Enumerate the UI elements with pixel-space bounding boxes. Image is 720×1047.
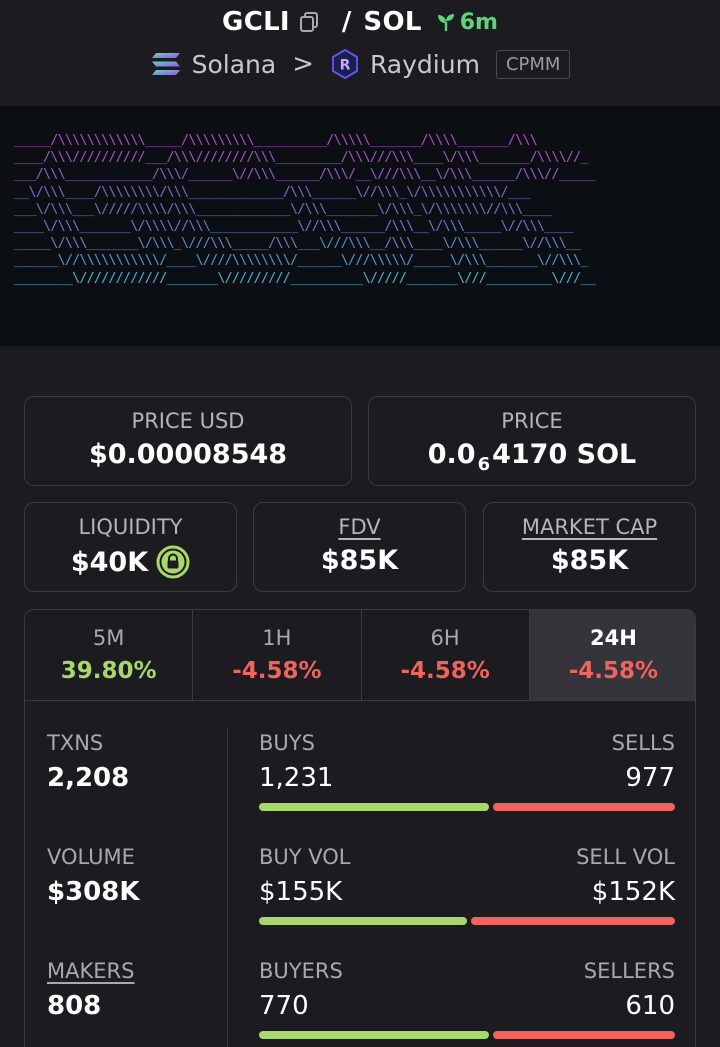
liquidity-label: LIQUIDITY — [78, 515, 183, 539]
chain-link[interactable]: Solana — [191, 49, 277, 79]
raydium-icon: R — [330, 48, 360, 80]
tab-1h[interactable]: 1H -4.58% — [193, 610, 362, 700]
tab-5m[interactable]: 5M 39.80% — [25, 610, 194, 700]
buys-label: BUYS — [259, 731, 315, 755]
tab-24h-label: 24H — [589, 626, 637, 650]
price-usd-value: $0.00008548 — [88, 439, 288, 470]
sellers-value: 610 — [625, 991, 675, 1021]
chain-breadcrumb: Solana > R Raydium CPMM — [0, 44, 720, 84]
dex-link[interactable]: Raydium — [369, 49, 480, 79]
liquidity-value: $40K — [70, 546, 149, 578]
tab-5m-change: 39.80% — [60, 658, 157, 684]
svg-text:R: R — [340, 58, 351, 74]
copy-icon[interactable] — [298, 11, 320, 33]
timeframe-tabs: 5M 39.80% 1H -4.58% 6H -4.58% 24H -4.58% — [25, 610, 695, 701]
price-native-value: 0.0 6 4170 SOL — [427, 439, 637, 475]
sells-value: 977 — [625, 763, 675, 793]
solana-icon — [150, 51, 182, 77]
volume-bar — [259, 917, 675, 925]
tab-6h[interactable]: 6H -4.58% — [362, 610, 530, 700]
fdv-label[interactable]: FDV — [338, 515, 381, 539]
price-native-label: PRICE — [501, 409, 563, 433]
liquidity-value-row: $40K — [25, 545, 236, 579]
chevron-right-icon: > — [292, 49, 314, 79]
sellers-label: SELLERS — [583, 959, 675, 983]
volume-split: BUY VOL SELL VOL $155K $152K — [259, 845, 675, 925]
buyers-sellers-split: BUYERS SELLERS 770 610 — [259, 959, 675, 1039]
quote-symbol: SOL — [363, 7, 422, 37]
buys-value: 1,231 — [259, 763, 334, 793]
market-cap-label[interactable]: MARKET CAP — [521, 515, 658, 539]
base-symbol: GCLI — [222, 7, 290, 37]
buys-sells-bar — [259, 803, 675, 811]
buyers-bar-fill — [259, 1031, 489, 1039]
tab-1h-change: -4.58% — [232, 658, 322, 684]
column-divider — [227, 727, 228, 1047]
pair-separator: / — [341, 7, 352, 37]
sells-label: SELLS — [611, 731, 675, 755]
sell-vol-bar-fill — [471, 917, 675, 925]
sellers-bar-fill — [493, 1031, 675, 1039]
volume-value: $308K — [47, 877, 140, 907]
buyers-label: BUYERS — [259, 959, 343, 983]
age-text: 6m — [459, 9, 498, 35]
tab-24h-change: -4.58% — [568, 658, 659, 684]
price-usd-label: PRICE USD — [131, 409, 245, 433]
makers-label[interactable]: MAKERS — [47, 959, 135, 983]
buy-vol-value: $155K — [259, 877, 343, 907]
pair-header: GCLI / SOL 6m Solana > R Raydium CPMM — [0, 0, 720, 106]
market-cap-value: $85K — [550, 545, 629, 576]
stats-panel: 5M 39.80% 1H -4.58% 6H -4.58% 24H -4.58%… — [24, 609, 696, 1047]
buyers-sellers-bar — [259, 1031, 675, 1039]
makers-metric: MAKERS 808 — [47, 959, 134, 1021]
sell-vol-value: $152K — [591, 877, 675, 907]
price-usd-card: PRICE USD $0.00008548 — [24, 396, 352, 486]
txns-label: TXNS — [47, 731, 104, 755]
lock-icon[interactable] — [156, 545, 190, 579]
ascii-art-logo: _____/\\\\\\\\\\\\_____/\\\\\\\\\_______… — [14, 133, 596, 286]
pair-age: 6m — [436, 10, 498, 35]
buys-bar-fill — [259, 803, 489, 811]
buys-sells-split: BUYS SELLS 1,231 977 — [259, 731, 675, 811]
fdv-value: $85K — [320, 545, 399, 576]
fdv-card: FDV $85K — [253, 502, 466, 592]
token-banner-image: _____/\\\\\\\\\\\\_____/\\\\\\\\\_______… — [0, 106, 720, 346]
sell-vol-label: SELL VOL — [576, 845, 675, 869]
sells-bar-fill — [493, 803, 675, 811]
buyers-value: 770 — [259, 991, 309, 1021]
txns-metric: TXNS 2,208 — [47, 731, 129, 793]
buy-vol-bar-fill — [259, 917, 467, 925]
volume-metric: VOLUME $308K — [47, 845, 140, 907]
pool-type-badge: CPMM — [495, 49, 571, 79]
buy-vol-label: BUY VOL — [259, 845, 351, 869]
sprout-icon — [436, 12, 456, 32]
pair-title-row: GCLI / SOL 6m — [0, 4, 720, 40]
tab-24h[interactable]: 24H -4.58% — [529, 610, 695, 700]
volume-label: VOLUME — [47, 845, 135, 869]
tab-6h-change: -4.58% — [400, 658, 490, 684]
tab-1h-label: 1H — [262, 626, 292, 650]
liquidity-card: LIQUIDITY $40K — [24, 502, 237, 592]
tab-5m-label: 5M — [92, 626, 125, 650]
tab-6h-label: 6H — [430, 626, 460, 650]
market-cap-card: MARKET CAP $85K — [483, 502, 696, 592]
price-native-card: PRICE 0.0 6 4170 SOL — [368, 396, 696, 486]
makers-value: 808 — [47, 991, 102, 1021]
txns-value: 2,208 — [47, 763, 130, 793]
